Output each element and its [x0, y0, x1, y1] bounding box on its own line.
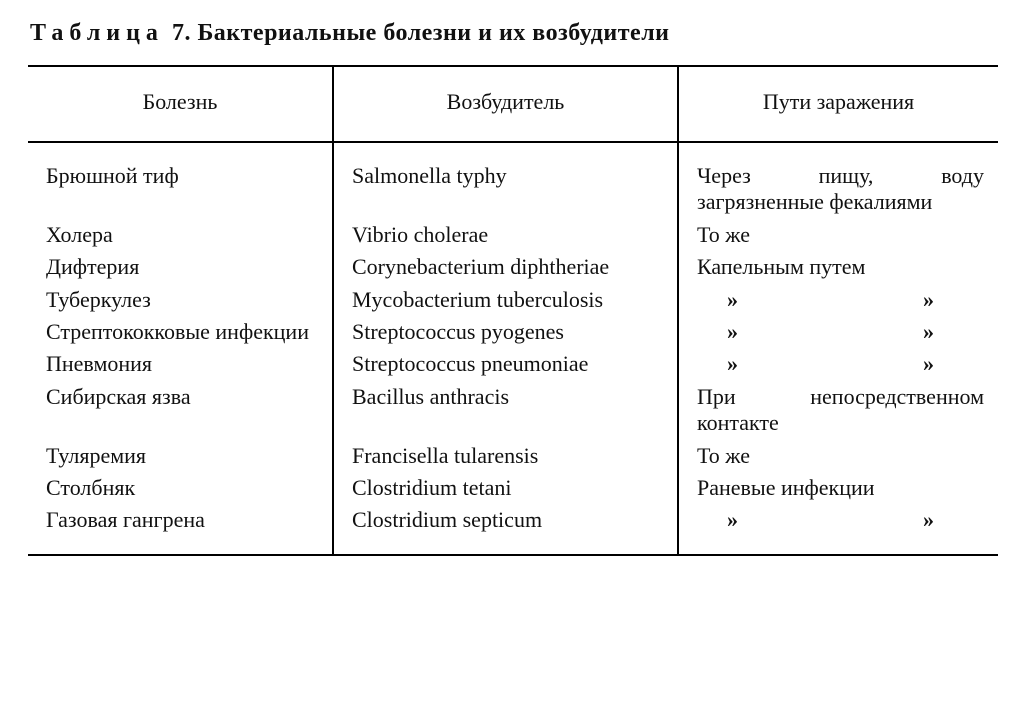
- title-text: Бактериальные болезни и их возбудители: [197, 20, 669, 46]
- disease-cell: Пневмония: [28, 348, 333, 380]
- disease-cell: Сибирская язва: [28, 381, 333, 440]
- pathogen-cell: Streptococcus pneumo­niae: [333, 348, 678, 380]
- ditto-marks: »»: [697, 351, 984, 377]
- column-header: Болезнь: [28, 66, 333, 142]
- route-cell: То же: [678, 440, 998, 472]
- title-prefix: Таблица: [30, 20, 164, 46]
- pathogen-cell: Streptococcus pyogenes: [333, 316, 678, 348]
- table-row: ХолераVibrio choleraeТо же: [28, 219, 998, 251]
- table-row: Газовая гангренаClostridium septicum»»: [28, 504, 998, 554]
- route-cell: Через пищу, воду загрязненные фека­лиями: [678, 142, 998, 219]
- table-row: СтолбнякClostridium tetaniРаневые инфекц…: [28, 472, 998, 504]
- ditto-marks: »»: [697, 507, 984, 533]
- page: Таблица 7. Бактериальные болезни и их воз…: [0, 0, 1024, 712]
- table-row: ПневмонияStreptococcus pneumo­niae»»: [28, 348, 998, 380]
- pathogen-cell: Corynebacterium diph­theriae: [333, 251, 678, 283]
- ditto-mark: »: [727, 319, 738, 345]
- table-row: Сибирская язваBacillus anthracisПри непо…: [28, 381, 998, 440]
- route-cell: То же: [678, 219, 998, 251]
- route-cell: При непосредствен­ном контакте: [678, 381, 998, 440]
- ditto-mark: »: [727, 287, 738, 313]
- disease-cell: Туберкулез: [28, 284, 333, 316]
- title-number: 7.: [172, 20, 191, 46]
- table-title: Таблица 7. Бактериальные болезни и их воз…: [30, 20, 1002, 47]
- ditto-mark: »: [923, 507, 934, 533]
- ditto-mark: »: [923, 287, 934, 313]
- pathogen-cell: Bacillus anthracis: [333, 381, 678, 440]
- disease-cell: Газовая гангрена: [28, 504, 333, 554]
- ditto-mark: »: [727, 507, 738, 533]
- disease-cell: Дифтерия: [28, 251, 333, 283]
- table-row: ТуляремияFrancisella tularensisТо же: [28, 440, 998, 472]
- pathogen-cell: Francisella tularensis: [333, 440, 678, 472]
- disease-cell: Брюшной тиф: [28, 142, 333, 219]
- route-cell: »»: [678, 284, 998, 316]
- ditto-mark: »: [923, 351, 934, 377]
- table-row: Брюшной тифSalmonella typhyЧерез пищу, в…: [28, 142, 998, 219]
- ditto-mark: »: [727, 351, 738, 377]
- route-cell: »»: [678, 316, 998, 348]
- route-cell: »»: [678, 504, 998, 554]
- table-row: Стрептококковые ин­фекцииStreptococcus p…: [28, 316, 998, 348]
- route-cell: »»: [678, 348, 998, 380]
- disease-cell: Стрептококковые ин­фекции: [28, 316, 333, 348]
- disease-cell: Туляремия: [28, 440, 333, 472]
- column-header: Пути заражения: [678, 66, 998, 142]
- column-header: Возбудитель: [333, 66, 678, 142]
- route-cell: Раневые инфекции: [678, 472, 998, 504]
- data-table: БолезньВозбудительПути зараженияБрюшной …: [28, 65, 998, 556]
- pathogen-cell: Clostridium tetani: [333, 472, 678, 504]
- disease-cell: Столбняк: [28, 472, 333, 504]
- pathogen-cell: Vibrio cholerae: [333, 219, 678, 251]
- table-row: ДифтерияCorynebacterium diph­theriaeКапе…: [28, 251, 998, 283]
- pathogen-cell: Salmonella typhy: [333, 142, 678, 219]
- ditto-marks: »»: [697, 319, 984, 345]
- pathogen-cell: Mycobacterium tubercu­losis: [333, 284, 678, 316]
- table-row: ТуберкулезMycobacterium tubercu­losis»»: [28, 284, 998, 316]
- ditto-marks: »»: [697, 287, 984, 313]
- pathogen-cell: Clostridium septicum: [333, 504, 678, 554]
- ditto-mark: »: [923, 319, 934, 345]
- disease-cell: Холера: [28, 219, 333, 251]
- route-cell: Капельным путем: [678, 251, 998, 283]
